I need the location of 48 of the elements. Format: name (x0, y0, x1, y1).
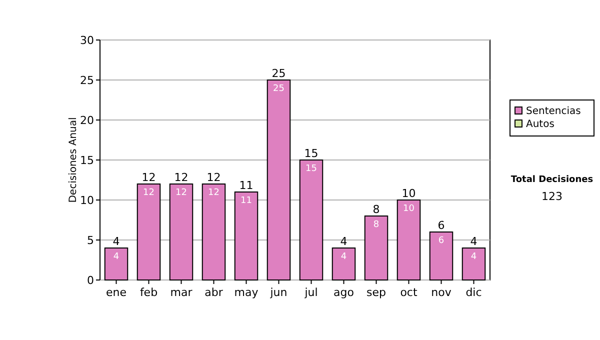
data-label: 11 (240, 196, 252, 206)
text: Total Decisiones (510, 175, 594, 185)
legend-label: Autos (526, 119, 554, 130)
data-label: 12 (176, 188, 187, 198)
x-tick-label: oct (400, 286, 418, 299)
data-label: 4 (340, 252, 347, 262)
data-label: 12 (143, 188, 154, 198)
total-label: 15 (304, 147, 318, 160)
y-tick-label: 0 (87, 274, 94, 287)
x-tick-label: may (234, 286, 259, 299)
total-label: 8 (372, 203, 380, 216)
y-axis-title: Decisiones Anual (68, 117, 79, 203)
data-label: 10 (403, 204, 415, 214)
total-label: 11 (239, 179, 254, 192)
y-tick-label: 20 (80, 114, 94, 127)
y-tick-label: 5 (87, 234, 94, 247)
x-tick-label: jul (304, 286, 318, 299)
total-label: 12 (174, 171, 188, 184)
total-label: 4 (112, 235, 120, 248)
x-tick-label: nov (431, 286, 452, 299)
data-label: 4 (470, 252, 477, 262)
data-label: 6 (438, 236, 444, 246)
total-label: 25 (272, 67, 286, 80)
x-tick-label: mar (170, 286, 193, 299)
x-tick-label: dic (466, 286, 482, 299)
data-label: 25 (273, 84, 284, 94)
data-label: 12 (208, 188, 220, 198)
data-label: 15 (306, 164, 317, 174)
x-tick-label: sep (366, 286, 386, 299)
x-tick-label: ago (334, 286, 354, 299)
text: 123 (542, 190, 562, 203)
y-tick-label: 10 (80, 194, 94, 207)
x-tick-label: abr (204, 286, 224, 299)
total-label: 6 (438, 219, 445, 232)
data-label: 8 (373, 220, 380, 230)
x-tick-label: feb (140, 286, 158, 299)
x-tick-label: jun (269, 286, 288, 299)
x-tick-label: ene (106, 286, 127, 299)
y-tick-label: 25 (80, 74, 94, 87)
total-label: 12 (206, 171, 221, 184)
total-label: 4 (470, 235, 478, 248)
y-tick-label: 30 (80, 34, 94, 47)
y-tick-label: 15 (80, 154, 94, 167)
data-label: 4 (113, 252, 120, 262)
total-label: 4 (340, 235, 348, 248)
total-label: 12 (142, 171, 156, 184)
legend-label: Sentencias (526, 106, 581, 117)
total-label: 10 (402, 187, 416, 200)
